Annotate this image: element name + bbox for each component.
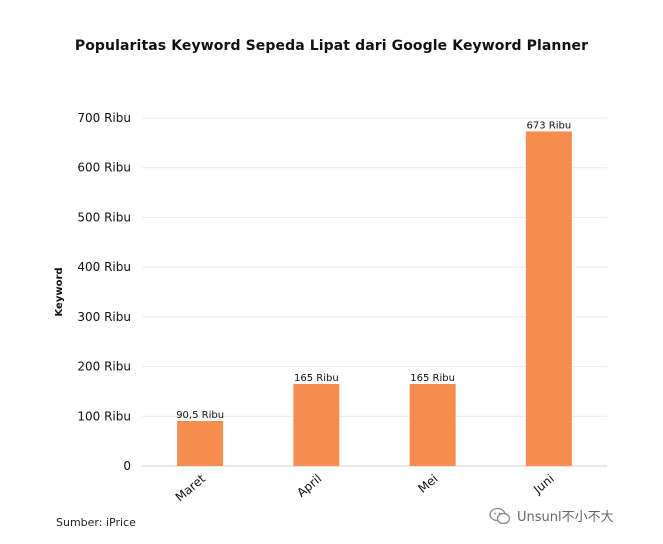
y-tick-label: 0 — [123, 459, 131, 473]
y-tick-label: 200 Ribu — [77, 360, 131, 374]
y-tick-label: 500 Ribu — [77, 210, 131, 224]
y-tick-label: 700 Ribu — [77, 111, 131, 125]
data-label: 165 Ribu — [294, 373, 339, 384]
y-axis: 0 100 Ribu 200 Ribu 300 Ribu 400 Ribu 500 Rib… — [77, 111, 131, 473]
x-tick-label: April — [294, 472, 324, 500]
watermark: Unsunl不小不大 — [489, 506, 614, 525]
bar-mei — [409, 383, 456, 466]
x-tick-label: Juni — [530, 472, 557, 498]
x-axis: Maret April Mei Juni — [173, 471, 557, 504]
x-tick-label: Maret — [173, 471, 209, 504]
y-axis-label: Keyword — [54, 267, 65, 316]
watermark-label: Unsunl不小不大 — [517, 510, 614, 525]
bar-juni — [525, 131, 572, 466]
data-label: 673 Ribu — [527, 120, 572, 131]
y-tick-label: 100 Ribu — [77, 409, 131, 423]
bar-april — [293, 383, 340, 466]
wechat-icon — [489, 507, 511, 524]
data-label: 165 Ribu — [410, 373, 455, 384]
y-tick-label: 300 Ribu — [77, 310, 131, 324]
chart-title: Popularitas Keyword Sepeda Lipat dari Go… — [74, 38, 589, 54]
data-label: 90,5 Ribu — [176, 410, 224, 421]
y-tick-label: 400 Ribu — [77, 260, 131, 274]
bars: 90,5 Ribu 165 Ribu 165 Ribu 673 Ribu — [176, 120, 572, 466]
x-tick-label: Mei — [415, 472, 440, 496]
source-note: Sumber: iPrice — [56, 516, 136, 529]
y-tick-label: 600 Ribu — [77, 161, 131, 175]
bar-maret — [177, 421, 224, 466]
